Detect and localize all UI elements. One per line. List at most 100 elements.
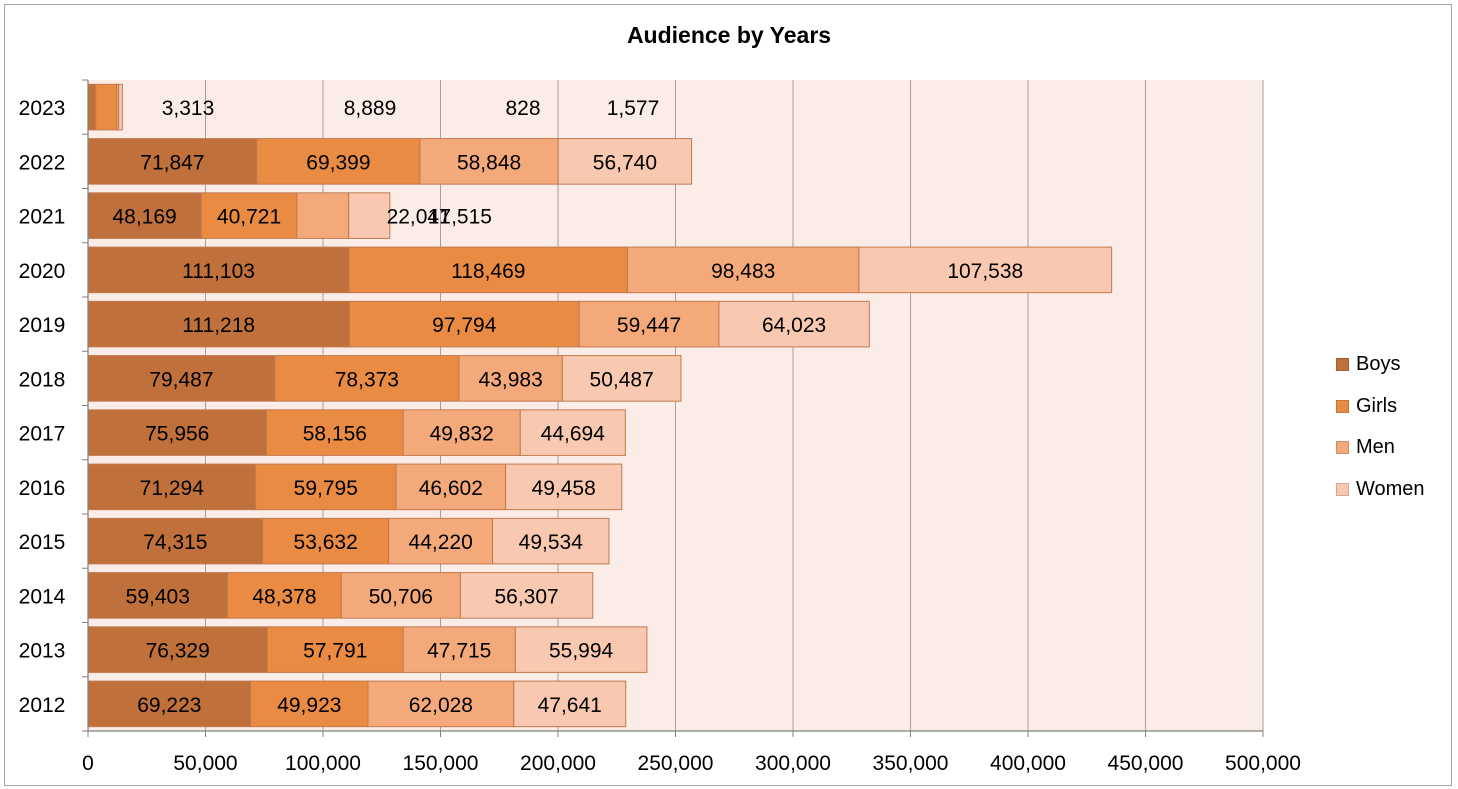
legend: Boys Girls Men Women	[1336, 344, 1446, 510]
data-label: 1,577	[607, 97, 660, 120]
x-tick-label: 50,000	[173, 752, 237, 775]
bar-girls-2013	[266, 626, 404, 673]
x-tick-label: 150,000	[403, 752, 479, 775]
bar-girls-2022	[256, 138, 421, 185]
x-tick-label: 200,000	[520, 752, 596, 775]
data-label: 3,313	[162, 97, 215, 120]
bar-boys-2022	[87, 138, 258, 185]
data-label: 56,307	[494, 585, 558, 608]
bar-men-2014	[340, 572, 461, 619]
bar-girls-2016	[255, 463, 397, 511]
bar-men-2017	[402, 409, 521, 456]
legend-swatch	[1336, 441, 1349, 455]
bar-women-2021	[348, 192, 391, 239]
data-label: 50,706	[369, 585, 433, 608]
bar-girls-2019	[348, 300, 580, 348]
y-tick-label: 2018	[19, 368, 66, 391]
x-tick-label: 450,000	[1108, 752, 1184, 775]
data-label: 44,694	[541, 423, 606, 446]
x-tick-label: 350,000	[873, 752, 949, 775]
data-label: 59,795	[294, 477, 358, 500]
data-label: 111,103	[182, 260, 255, 283]
x-tick-label: 250,000	[638, 752, 714, 775]
data-label: 50,487	[590, 368, 654, 391]
data-label: 49,923	[277, 694, 341, 717]
data-label: 48,378	[252, 585, 316, 608]
y-tick-label: 2015	[19, 531, 66, 554]
bar-women-2019	[718, 300, 870, 348]
x-tick-label: 500,000	[1225, 752, 1301, 775]
data-label: 44,220	[409, 531, 473, 554]
data-label: 71,847	[140, 151, 204, 174]
data-label: 76,329	[146, 640, 210, 663]
x-tick-label: 0	[82, 752, 94, 775]
bar-men-2013	[402, 626, 516, 673]
data-label: 49,458	[532, 477, 596, 500]
bar-girls-2018	[274, 355, 460, 402]
bar-boys-2013	[87, 626, 268, 673]
bar-women-2023	[118, 83, 123, 131]
bar-women-2017	[519, 409, 626, 456]
legend-item-girls: Girls	[1336, 386, 1446, 428]
data-label: 49,832	[430, 423, 494, 446]
legend-swatch	[1336, 399, 1349, 413]
data-label: 62,028	[409, 694, 473, 717]
bar-boys-2016	[87, 463, 257, 511]
bar-men-2012	[367, 680, 515, 728]
data-label: 98,483	[711, 260, 775, 283]
data-label: 78,373	[335, 368, 399, 391]
legend-swatch	[1336, 482, 1349, 496]
data-label: 111,218	[182, 314, 255, 337]
data-label: 59,403	[126, 585, 190, 608]
data-label: 75,956	[145, 423, 209, 446]
data-label: 47,715	[427, 640, 491, 663]
bar-girls-2023	[95, 83, 118, 131]
bar-girls-2021	[200, 192, 298, 239]
legend-label: Men	[1356, 436, 1395, 459]
bar-women-2016	[505, 463, 623, 511]
bar-men-2022	[419, 138, 559, 185]
data-label: 69,399	[306, 151, 370, 174]
bar-men-2021	[296, 192, 350, 239]
bar-boys-2019	[87, 300, 350, 348]
bar-men-2015	[388, 517, 494, 565]
data-label: 64,023	[762, 314, 826, 337]
bar-women-2020	[858, 246, 1113, 294]
data-label: 22,041	[387, 206, 451, 229]
data-label: 49,534	[519, 531, 584, 554]
bar-girls-2017	[265, 409, 404, 456]
data-label: 46,602	[419, 477, 483, 500]
bar-men-2016	[395, 463, 507, 511]
data-label: 71,294	[140, 477, 205, 500]
data-label: 8,889	[344, 97, 397, 120]
chart-title: Audience by Years	[626, 22, 832, 48]
bar-women-2018	[561, 355, 682, 402]
y-tick-label: 2020	[19, 260, 66, 283]
data-label: 53,632	[294, 531, 358, 554]
legend-item-boys: Boys	[1336, 344, 1446, 386]
bar-girls-2020	[348, 246, 628, 294]
y-tick-label: 2014	[19, 585, 66, 608]
data-label: 97,794	[432, 314, 497, 337]
data-label: 40,721	[217, 206, 281, 229]
bar-boys-2021	[87, 192, 202, 239]
bar-girls-2015	[262, 517, 390, 565]
bar-girls-2012	[250, 680, 369, 728]
legend-item-men: Men	[1336, 427, 1446, 469]
bar-boys-2014	[87, 572, 229, 619]
bar-boys-2020	[87, 246, 350, 294]
data-label: 57,791	[303, 640, 367, 663]
bar-women-2022	[557, 138, 693, 185]
data-label: 79,487	[149, 368, 213, 391]
bar-women-2013	[514, 626, 648, 673]
data-label: 69,223	[137, 694, 201, 717]
bar-women-2014	[459, 572, 594, 619]
y-tick-label: 2021	[19, 206, 66, 229]
legend-label: Women	[1356, 477, 1425, 500]
x-tick-label: 100,000	[285, 752, 361, 775]
data-label: 17,515	[428, 206, 492, 229]
legend-label: Boys	[1356, 353, 1401, 376]
data-label: 59,447	[617, 314, 681, 337]
bar-men-2019	[578, 300, 720, 348]
